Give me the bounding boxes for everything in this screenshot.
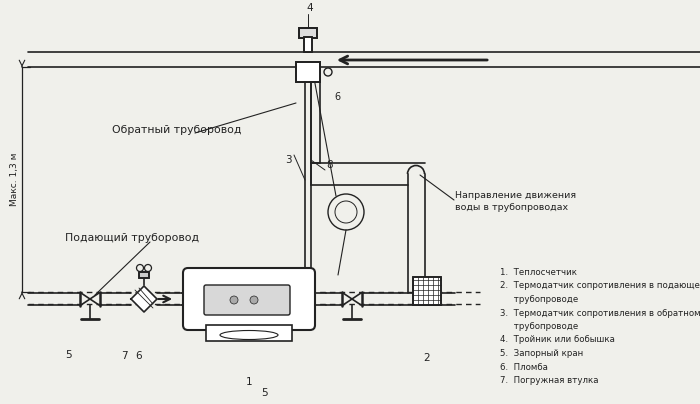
Bar bbox=[139, 272, 149, 278]
Bar bbox=[139, 272, 149, 278]
Text: трубопроводе: трубопроводе bbox=[500, 295, 578, 304]
Bar bbox=[296, 62, 320, 82]
Text: 7: 7 bbox=[120, 351, 127, 361]
Bar bbox=[304, 37, 312, 52]
Polygon shape bbox=[131, 286, 157, 312]
Text: Макс. 1,3 м: Макс. 1,3 м bbox=[10, 153, 19, 206]
Bar bbox=[413, 277, 441, 305]
Bar bbox=[304, 37, 312, 52]
Text: 2: 2 bbox=[424, 353, 430, 363]
Text: Обратный труборовод: Обратный труборовод bbox=[112, 125, 241, 135]
Text: 5.  Запорный кран: 5. Запорный кран bbox=[500, 349, 583, 358]
Circle shape bbox=[230, 296, 238, 304]
Circle shape bbox=[250, 296, 258, 304]
Text: Подающий труборовод: Подающий труборовод bbox=[65, 233, 199, 243]
Text: 4: 4 bbox=[307, 3, 314, 13]
Text: Направление движения: Направление движения bbox=[455, 191, 576, 200]
Text: 3: 3 bbox=[285, 155, 291, 165]
Text: 2.  Термодатчик сопротивления в подающем: 2. Термодатчик сопротивления в подающем bbox=[500, 282, 700, 290]
Text: 8: 8 bbox=[326, 160, 332, 170]
Bar bbox=[206, 325, 292, 341]
Text: 7.  Погружная втулка: 7. Погружная втулка bbox=[500, 376, 598, 385]
Text: 5: 5 bbox=[64, 350, 71, 360]
Text: 4.  Тройник или бобышка: 4. Тройник или бобышка bbox=[500, 335, 615, 345]
Text: 6: 6 bbox=[334, 92, 340, 102]
Text: трубопроводе: трубопроводе bbox=[500, 322, 578, 331]
Bar bbox=[413, 277, 441, 305]
Text: 6: 6 bbox=[136, 351, 142, 361]
FancyBboxPatch shape bbox=[183, 268, 315, 330]
Bar bbox=[296, 62, 320, 82]
Text: 5: 5 bbox=[260, 388, 267, 398]
Text: 6.  Пломба: 6. Пломба bbox=[500, 362, 548, 372]
Text: воды в трубопроводах: воды в трубопроводах bbox=[455, 202, 568, 212]
Text: 1: 1 bbox=[246, 377, 252, 387]
Bar bbox=[299, 28, 317, 38]
FancyBboxPatch shape bbox=[204, 285, 290, 315]
Bar bbox=[299, 28, 317, 38]
Text: 1.  Теплосчетчик: 1. Теплосчетчик bbox=[500, 268, 577, 277]
Text: 3.  Термодатчик сопротивления в обратном: 3. Термодатчик сопротивления в обратном bbox=[500, 309, 700, 318]
